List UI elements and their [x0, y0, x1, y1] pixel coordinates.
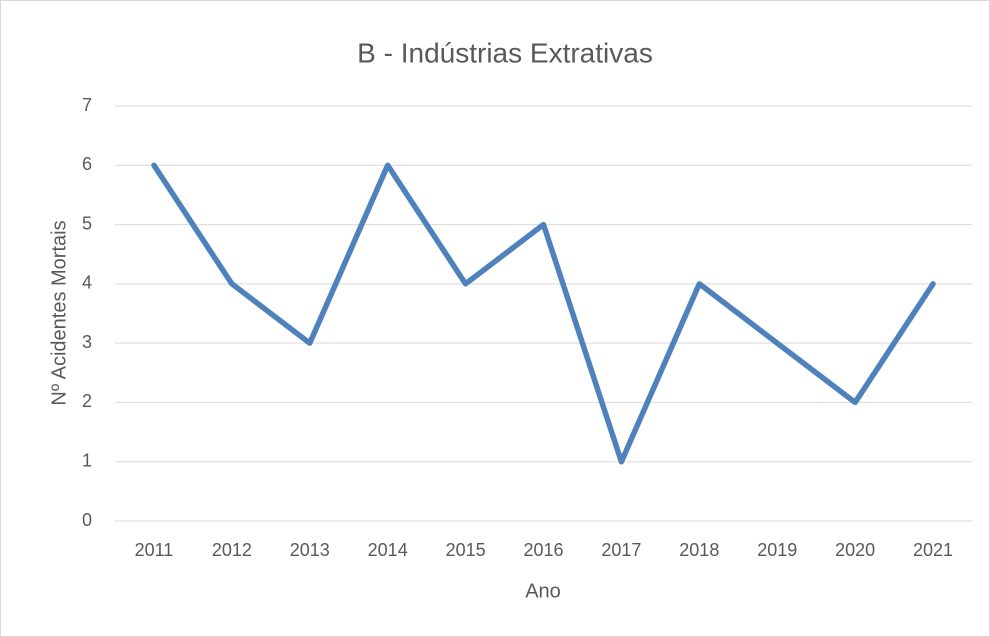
y-tick-label: 0	[82, 510, 92, 530]
x-tick-label: 2018	[679, 540, 719, 560]
y-tick-label: 5	[82, 213, 92, 233]
chart-title: B - Indústrias Extrativas	[357, 37, 653, 68]
x-tick-label: 2014	[368, 540, 408, 560]
x-tick-label: 2015	[446, 540, 486, 560]
y-axis-label: Nº Acidentes Mortais	[48, 220, 70, 405]
y-tick-label: 4	[82, 273, 92, 293]
y-tick-label: 3	[82, 332, 92, 352]
x-tick-label: 2019	[757, 540, 797, 560]
x-axis-label: Ano	[525, 580, 561, 602]
x-tick-label: 2021	[913, 540, 953, 560]
x-tick-label: 2011	[135, 540, 174, 560]
y-tick-label: 2	[82, 391, 92, 411]
x-tick-label: 2013	[290, 540, 330, 560]
y-tick-label: 7	[82, 95, 92, 115]
y-tick-label: 6	[82, 154, 92, 174]
x-tick-label: 2012	[212, 540, 252, 560]
y-tick-label: 1	[82, 450, 92, 470]
data-line	[151, 162, 936, 465]
x-tick-label: 2016	[523, 540, 563, 560]
x-tick-label: 2020	[835, 540, 875, 560]
x-tick-label: 2017	[601, 540, 641, 560]
